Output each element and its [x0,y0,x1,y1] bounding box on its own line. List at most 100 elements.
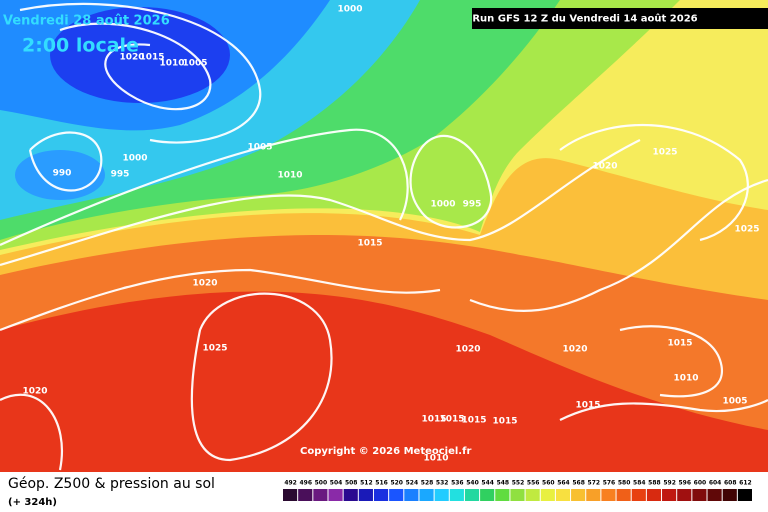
scale-label: 500 [315,480,328,487]
isobar-label: 1000 [337,5,362,15]
scale-swatch [358,489,373,501]
scale-swatch [283,489,298,501]
isobar-label: 1015 [667,339,692,349]
scale-label: 560 [542,480,555,487]
scale-label: 524 [406,480,419,487]
scale-swatch [298,489,313,501]
scale-swatch [677,489,692,501]
isobar-label: 1025 [652,148,677,158]
isobar-label: 995 [463,200,482,210]
scale-swatch [495,489,510,501]
scale-swatch [449,489,464,501]
isobar-label: 1015 [421,415,446,425]
map-field [0,0,768,472]
isobar-label: 1005 [247,143,272,153]
scale-label: 572 [588,480,601,487]
isobar-label: 1020 [455,345,480,355]
isobar-label: 1020 [119,53,144,63]
scale-label: 580 [618,480,631,487]
scale-swatch [434,489,449,501]
scale-label: 564 [557,480,570,487]
isobar-label: 1015 [575,401,600,411]
scale-swatch [525,489,540,501]
isobar-label: 1015 [461,416,486,426]
scale-swatch [601,489,616,501]
valid-date: Vendredi 28 août 2026 [3,14,170,29]
scale-swatch [510,489,525,501]
scale-swatch [707,489,722,501]
scale-swatch [631,489,646,501]
isobar-label: 990 [53,169,72,179]
isobar-label: 1000 [430,200,455,210]
scale-swatch [313,489,328,501]
local-time: 2:00 locale [22,35,139,57]
scale-swatch [540,489,555,501]
isobars [0,2,768,471]
isobar-label: 1025 [202,344,227,354]
scale-swatch [737,489,752,501]
scale-label: 512 [360,480,373,487]
scale-label: 516 [375,480,388,487]
run-info: Run GFS 12 Z du Vendredi 14 août 2026 [472,13,697,25]
color-scale: 492 496 500 504 508 512 516 520 524 528 532 536 540 5… [283,480,752,501]
isobar-label: 1010 [423,454,448,464]
scale-swatch [480,489,495,501]
isobar-label: 1015 [492,417,517,427]
isobar-label: 1020 [562,345,587,355]
scale-label: 520 [390,480,403,487]
scale-swatch [571,489,586,501]
scale-label: 540 [466,480,479,487]
scale-label: 596 [679,480,692,487]
scale-swatch [586,489,601,501]
scale-label: 584 [633,480,646,487]
scale-label: 604 [709,480,722,487]
scale-swatch [692,489,707,501]
scale-label: 612 [739,480,752,487]
scale-label: 544 [481,480,494,487]
isobar-label: 995 [111,170,130,180]
isobar-label: 1010 [277,171,302,181]
lead-time: (+ 324h) [8,497,57,508]
scale-swatch [328,489,343,501]
scale-swatch [464,489,480,501]
scale-swatch [343,489,358,501]
scale-label: 508 [345,480,358,487]
isobar-label: 1015 [357,239,382,249]
scale-label: 600 [694,480,707,487]
isobar-label: 1000 [122,154,147,164]
scale-swatch [389,489,404,501]
scale-swatch [404,489,419,501]
scale-label: 528 [421,480,434,487]
isobar-label: 1015 [139,53,164,63]
scale-label: 552 [512,480,525,487]
scale-label: 492 [284,480,297,487]
scale-swatch [555,489,571,501]
scale-label: 568 [572,480,585,487]
copyright: Copyright © 2026 Meteociel.fr [300,446,471,457]
scale-label: 504 [330,480,343,487]
scale-label: 556 [527,480,540,487]
scale-label: 548 [497,480,510,487]
isobar-label: 1020 [592,162,617,172]
isobar-label: 1005 [722,397,747,407]
scale-label: 588 [648,480,661,487]
scale-swatch [373,489,389,501]
scale-swatch [722,489,737,501]
isobar-label: 1020 [192,279,217,289]
scale-swatch [662,489,677,501]
scale-swatch [419,489,434,501]
scale-label: 536 [451,480,464,487]
isobar-label: 1025 [734,225,759,235]
scale-label: 608 [724,480,737,487]
isobar-label: 1010 [673,374,698,384]
scale-label: 576 [603,480,616,487]
isobar-label: 1020 [22,387,47,397]
scale-swatch [646,489,662,501]
run-bar [472,8,768,29]
legend-title: Géop. Z500 & pression au sol [8,476,215,492]
scale-label: 496 [299,480,312,487]
scale-swatch [616,489,631,501]
isobar-labels: 1000102010151010100510009959901005101010… [22,5,759,464]
isobar-label: 1015 [439,415,464,425]
